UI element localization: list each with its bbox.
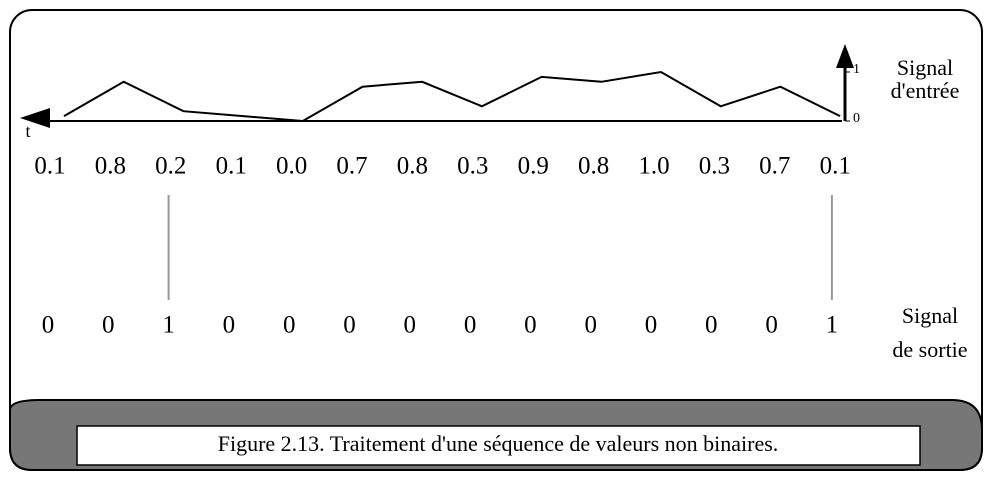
y-tick-label: 1	[853, 62, 860, 77]
input-label: Signal	[897, 55, 953, 80]
output-value: 1	[162, 312, 175, 339]
input-label: d'entrée	[891, 78, 960, 103]
time-label: t	[25, 121, 30, 141]
output-value: 0	[102, 312, 115, 339]
input-value: 0.1	[34, 153, 65, 180]
output-value: 0	[464, 312, 477, 339]
caption-box	[76, 425, 921, 466]
output-value: 0	[42, 312, 55, 339]
output-value: 0	[524, 312, 537, 339]
input-value: 0.0	[276, 153, 307, 180]
output-value: 0	[404, 312, 417, 339]
y-tick-label: 0	[853, 111, 860, 126]
output-value: 0	[283, 312, 296, 339]
input-value: 0.1	[820, 153, 851, 180]
input-value: 0.8	[578, 153, 609, 180]
input-value: 0.8	[95, 153, 126, 180]
input-signal	[63, 70, 841, 123]
input-value: 0.7	[759, 153, 790, 180]
output-label: Signal	[902, 303, 958, 328]
input-value: 0.2	[155, 153, 186, 180]
output-value: 1	[826, 312, 839, 339]
value-arrow	[836, 44, 854, 68]
input-value: 0.7	[336, 153, 367, 180]
input-value: 0.9	[518, 153, 549, 180]
output-value: 0	[765, 312, 778, 339]
output-value: 0	[645, 312, 658, 339]
input-value: 0.1	[216, 153, 247, 180]
output-label: de sortie	[892, 337, 967, 362]
input-value: 0.3	[457, 153, 488, 180]
output-value: 0	[223, 312, 236, 339]
time-arrow	[20, 108, 50, 128]
input-value: 0.8	[397, 153, 428, 180]
input-value: 1.0	[638, 153, 669, 180]
input-value: 0.3	[699, 153, 730, 180]
output-value: 0	[584, 312, 597, 339]
caption: Figure 2.13. Traitement d'une séquence d…	[218, 431, 779, 456]
output-value: 0	[343, 312, 356, 339]
output-value: 0	[705, 312, 718, 339]
